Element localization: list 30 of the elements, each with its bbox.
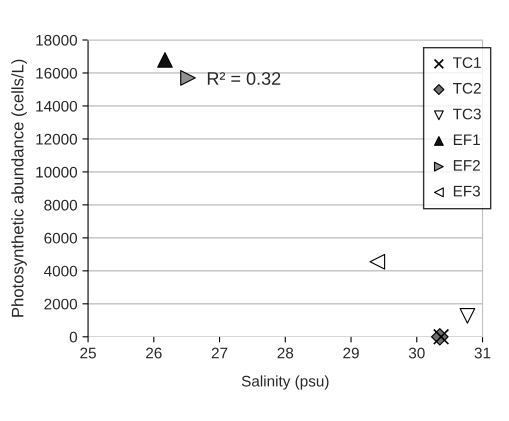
y-tick-label: 4000: [44, 266, 78, 277]
legend-label: EF3: [454, 186, 480, 197]
y-tick-label: 0: [70, 332, 78, 342]
y-tick-label: 6000: [44, 232, 78, 244]
legend-label: TC2: [452, 82, 481, 94]
x-tick-label: 28: [278, 348, 294, 358]
legend-label: EF1: [454, 134, 480, 145]
y-axis-title: Photosynthetic abundance (cells/L): [11, 60, 27, 317]
point: [370, 254, 386, 270]
point: [460, 308, 476, 324]
y-tick-label: 16000: [36, 68, 78, 79]
y-tick-label: 8000: [44, 200, 78, 211]
y-tick-label: 10000: [36, 166, 78, 178]
legend-label: TC1: [452, 57, 481, 68]
x-tick-label: 26: [146, 348, 162, 358]
legend-label: EF2: [454, 160, 480, 171]
y-tick-label: 14000: [36, 100, 78, 112]
point: [157, 52, 173, 68]
annotation: R² = 0.32: [208, 72, 280, 85]
x-tick-label: 25: [80, 348, 96, 358]
y-tick-label: 2000: [44, 298, 78, 310]
y-tick-label: 18000: [36, 34, 78, 46]
x-tick-label: 30: [408, 348, 425, 358]
x-axis-title: Salinity (psu): [242, 375, 328, 390]
legend-label: TC3: [452, 108, 481, 120]
x-tick-label: 31: [474, 348, 490, 358]
y-tick-label: 12000: [36, 134, 78, 145]
x-tick-label: 29: [343, 348, 359, 358]
x-tick-label: 27: [212, 348, 228, 358]
point: [180, 70, 196, 86]
